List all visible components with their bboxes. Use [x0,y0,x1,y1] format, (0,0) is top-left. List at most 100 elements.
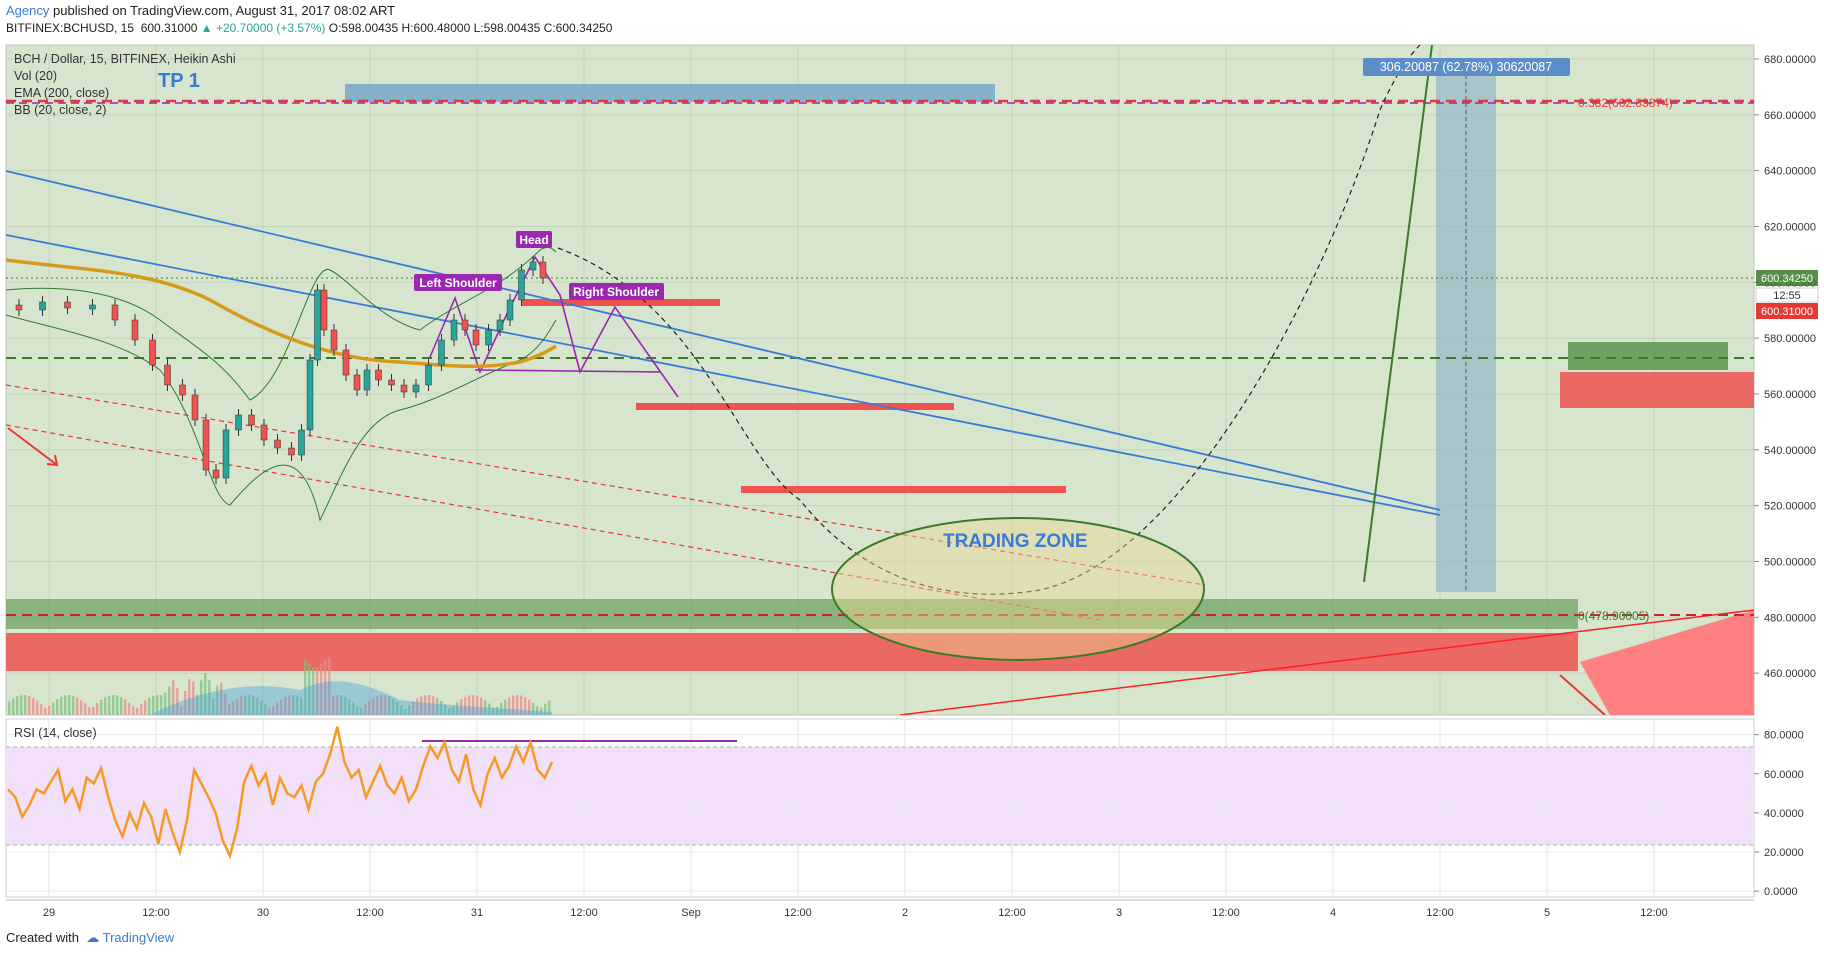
fib-top-label: 0.382(662.83874) [1578,96,1673,110]
legend-ema[interactable]: EMA (200, close) [14,86,110,100]
volume-ma-area [150,681,552,715]
volume-bar [128,702,131,715]
volume-bar [484,700,487,715]
ohlc-high: H:600.48000 [401,21,471,35]
volume-bar [396,701,399,715]
volume-bar [316,667,319,715]
time-tick-label: 12:00 [142,907,170,919]
candle [164,364,171,386]
ohlc-close: C:600.34250 [543,21,613,35]
volume-bar [400,705,403,715]
volume-bar [156,695,159,715]
volume-bar [420,696,423,715]
volume-bar [548,700,551,715]
red-bar-1 [522,299,720,306]
legend-title[interactable]: BCH / Dollar, 15, BITFINEX, Heikin Ashi [14,52,236,66]
volume-bar [392,698,395,715]
volume-bar [148,697,151,715]
volume-bar [104,697,107,715]
time-tick-label: 2 [902,907,908,919]
candle [314,289,321,361]
candles [15,256,547,484]
volume-bar [236,698,239,715]
volume-bar [144,700,147,715]
time-axis[interactable]: 29 12:00 30 12:00 31 12:00 Sep 12:00 2 12:00 3 12:0… [43,907,1668,919]
volume-bar [492,707,495,715]
volume-bar [44,708,47,715]
legend-bb[interactable]: BB (20, close, 2) [14,103,107,117]
rsi-tick-label: 0.0000 [1764,886,1798,898]
time-tick-label: Sep [681,907,701,919]
symbol-header: BITFINEX:BCHUSD, 15 600.31000 ▲ +20.7000… [6,21,612,35]
rsi-tick-label: 60.0000 [1764,769,1804,781]
volume-bar [28,696,31,715]
volume-bar [52,702,55,715]
candle [353,374,361,391]
volume-bar [384,695,387,715]
legend-rsi[interactable]: RSI (14, close) [14,726,97,740]
candle [235,414,242,431]
volume-bar [124,699,127,715]
candle [485,329,492,346]
volume-bar [376,696,379,715]
volume-bar [508,697,511,715]
volume-bar [432,696,435,715]
price-tick-label: 680.00000 [1764,54,1816,66]
candle [131,319,139,341]
candle [438,339,445,366]
time-tick-label: 12:00 [570,907,598,919]
time-tick-label: 5 [1544,907,1550,919]
volume-bar [216,685,219,715]
candle [149,339,156,366]
candle [400,384,408,393]
time-tick-label: 12:00 [356,907,384,919]
last-price-label: 600.31000 [1761,306,1813,318]
price-tick-label: 560.00000 [1764,389,1816,401]
rsi-tick-label: 40.0000 [1764,808,1804,820]
candle [298,429,305,456]
volume-bar [228,704,231,715]
volume-bar [192,681,195,715]
trading-zone-label: TRADING ZONE [943,531,1088,552]
volume-bar [12,698,15,715]
ohlc-low: L:598.00435 [473,21,541,35]
volume-bar [416,698,419,715]
rsi-axis[interactable]: 80.0000 60.0000 40.0000 20.0000 0.0000 [1754,730,1804,898]
author-link[interactable]: Agency [6,3,50,18]
volume-bar [248,695,251,715]
volume-bar [424,695,427,715]
red-bar-2 [636,403,954,410]
candle [330,329,338,351]
measure-label-bg [1363,58,1570,76]
red-down-line [1559,674,1606,715]
legend-vol[interactable]: Vol (20) [14,69,58,83]
candle [450,319,458,341]
candle [64,301,71,309]
candle [179,384,186,396]
volume-bar [8,701,11,715]
volume-bar [292,695,295,715]
volume-bar [348,699,351,715]
publish-header: Agency published on TradingView.com, Aug… [6,3,395,18]
rsi-line [7,726,554,860]
volume-bar [24,695,27,715]
tradingview-link[interactable]: TradingView [102,930,175,945]
price-tick-label: 500.00000 [1764,556,1816,568]
down-arrow [7,427,58,466]
volume-bar [280,699,283,715]
rsi-vertical-grid [48,719,1655,897]
rsi-tick-label: 80.0000 [1764,730,1804,742]
volume-bar [388,696,391,715]
price-tick-label: 580.00000 [1764,333,1816,345]
volume-bar [440,700,443,715]
volume-bar [212,698,215,715]
price-axis[interactable]: 680.00000 660.00000 640.00000 620.00000 600.… [1754,54,1816,680]
trading-zone-ellipse [831,517,1205,661]
volume-bar [464,696,467,715]
volume-bar [304,659,307,715]
volume-bar [284,696,287,715]
volume-bar [344,696,347,715]
support-zone-red [6,633,1578,671]
ohlc-open: O:598.00435 [328,21,399,35]
